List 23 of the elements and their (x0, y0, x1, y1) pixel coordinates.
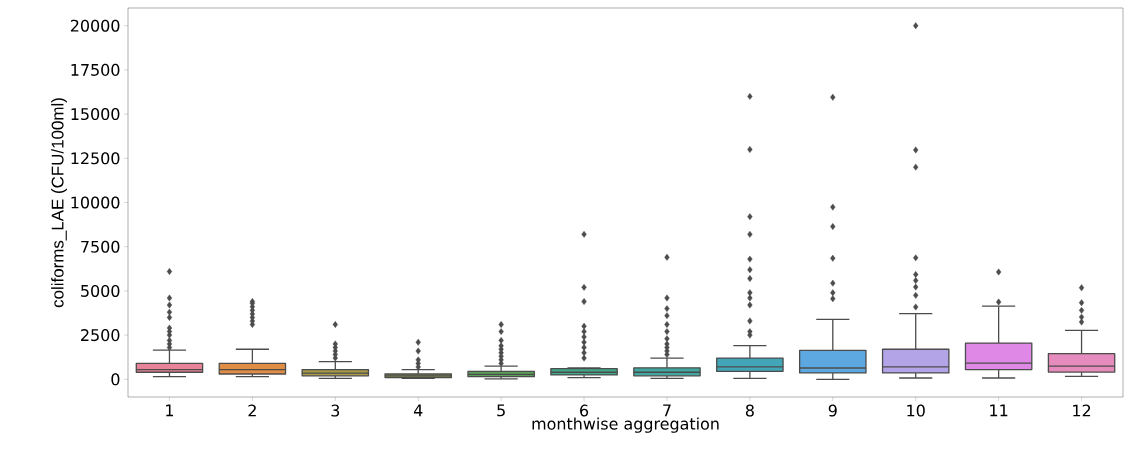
y-tick-label: 20000 (70, 19, 120, 32)
x-tick-label: 3 (331, 404, 340, 417)
x-tick-label: 11 (990, 404, 1008, 417)
x-tick-label: 10 (907, 404, 925, 417)
x-tick-label: 6 (580, 404, 589, 417)
y-tick-label: 15000 (71, 108, 120, 121)
y-tick-label: 12500 (71, 152, 120, 165)
y-axis-title: coliforms_LAE (CFU/100ml) (51, 98, 67, 308)
x-tick-label: 7 (663, 404, 671, 417)
y-tick-label: 2500 (81, 329, 120, 342)
x-tick-label: 5 (497, 404, 505, 417)
y-tick-label: 17500 (71, 63, 120, 76)
y-tick-label: 0 (111, 373, 120, 386)
x-tick-label: 4 (413, 404, 423, 417)
x-tick-label: 9 (828, 404, 837, 417)
y-tick-label: 5000 (81, 284, 120, 297)
x-tick-label: 2 (248, 404, 256, 417)
y-tick-label: 7500 (81, 240, 120, 253)
x-tick-label: 1 (166, 404, 174, 417)
x-tick-label: 12 (1073, 404, 1091, 417)
x-axis-title: monthwise aggregation (532, 417, 719, 433)
x-tick-label: 8 (745, 404, 754, 417)
y-tick-label: 10000 (71, 196, 120, 209)
